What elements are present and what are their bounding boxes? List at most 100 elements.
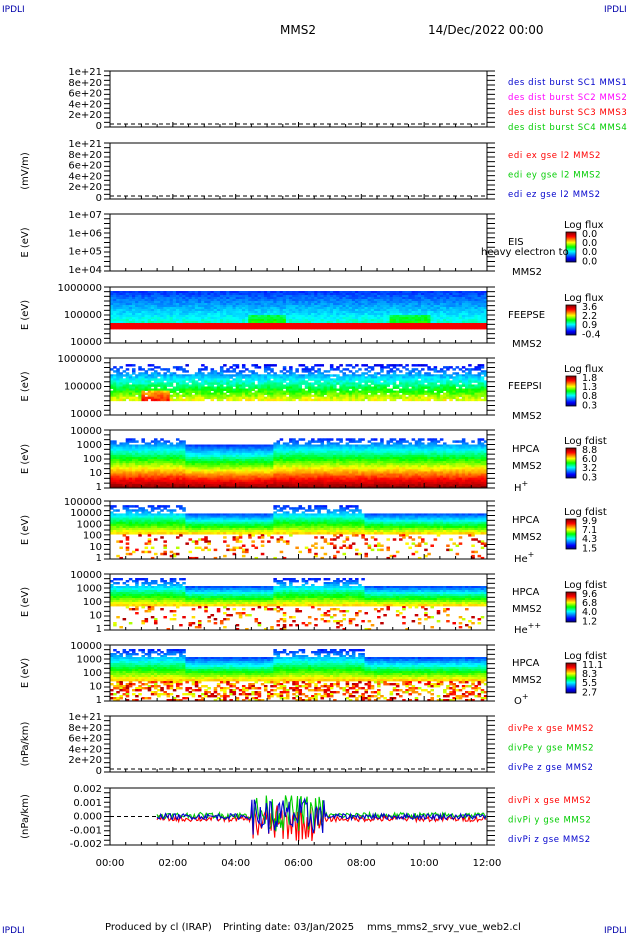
heat-cell <box>232 388 237 391</box>
heat-cell <box>314 364 318 367</box>
heat-cell <box>188 450 193 454</box>
heat-cell <box>128 380 133 383</box>
heat-cell <box>241 315 246 318</box>
heat-cell <box>471 374 475 377</box>
heat-cell <box>235 323 240 326</box>
heat-cell <box>175 471 180 474</box>
y-tick-label: 1e+21 <box>68 139 102 150</box>
heat-cell <box>326 396 331 400</box>
heat-cell <box>241 384 246 387</box>
heat-cell <box>399 321 403 324</box>
heat-cell <box>443 398 447 402</box>
heat-cell <box>279 382 284 385</box>
heat-cell <box>317 291 321 294</box>
heat-cell <box>194 386 199 389</box>
heat-cell <box>163 291 167 294</box>
heat-cell <box>439 388 444 391</box>
heat-cell <box>483 396 488 400</box>
heat-cell <box>150 467 155 470</box>
heat-cell <box>188 471 193 474</box>
colorbar-title: Log flux <box>564 293 604 304</box>
heat-cell <box>386 327 391 330</box>
heat-cell <box>163 382 167 385</box>
heat-cell <box>395 325 400 328</box>
heat-cell <box>216 374 221 377</box>
heat-cell <box>197 471 202 474</box>
heat-cell <box>480 390 485 394</box>
heat-cell <box>169 479 174 483</box>
heat-cell <box>477 307 482 310</box>
heat-cell <box>119 315 123 318</box>
heat-cell <box>188 301 193 304</box>
heat-cell <box>122 450 127 454</box>
heat-cell <box>443 374 447 377</box>
heat-cell <box>232 317 237 320</box>
heat-cell <box>477 317 482 320</box>
heat-cell <box>449 366 453 369</box>
heat-cell <box>241 321 246 324</box>
heat-cell <box>279 376 284 379</box>
heat-cell <box>235 321 240 324</box>
heat-cell <box>160 299 164 302</box>
heat-cell <box>213 394 218 398</box>
heat-cell <box>254 376 259 379</box>
heat-cell <box>125 327 130 330</box>
heat-cell <box>355 323 359 326</box>
heat-cell <box>191 465 196 468</box>
heat-cell <box>131 305 136 308</box>
heat-cell <box>119 463 123 466</box>
heat-cell <box>480 378 485 381</box>
heat-cell <box>238 313 243 316</box>
heat-cell <box>329 307 334 310</box>
heat-cell <box>383 325 387 328</box>
heat-cell <box>298 295 303 298</box>
heat-cell <box>182 469 186 472</box>
heat-cell <box>292 301 296 304</box>
heat-cell <box>191 305 196 308</box>
heat-cell <box>135 384 139 387</box>
heat-cell <box>144 465 149 468</box>
heat-cell <box>414 378 419 381</box>
heat-cell <box>461 319 466 322</box>
heat-cell <box>182 465 186 468</box>
heat-cell <box>449 323 453 326</box>
heat-cell <box>270 370 274 373</box>
heat-cell <box>392 297 397 300</box>
heat-cell <box>153 452 158 456</box>
heat-cell <box>257 317 262 320</box>
heat-cell <box>468 394 472 398</box>
heat-cell <box>279 313 284 316</box>
heat-cell <box>197 448 202 452</box>
heat-cell <box>153 394 158 398</box>
heat-cell <box>364 325 369 328</box>
heat-cell <box>386 305 391 308</box>
heat-cell <box>110 317 114 320</box>
heat-cell <box>370 374 375 377</box>
heat-cell <box>191 477 196 481</box>
heat-cell <box>468 301 472 304</box>
heat-cell <box>483 321 488 324</box>
heat-cell <box>135 321 139 324</box>
heat-cell <box>110 319 114 322</box>
heat-cell <box>119 317 123 320</box>
heat-cell <box>175 398 180 402</box>
heat-cell <box>163 368 167 371</box>
heat-cell <box>235 305 240 308</box>
heat-cell <box>405 299 409 302</box>
heat-cell <box>248 380 252 383</box>
heat-cell <box>116 376 120 379</box>
heat-cell <box>185 309 189 312</box>
heat-cell <box>138 465 142 468</box>
heat-cell <box>433 327 438 330</box>
heat-cell <box>370 293 375 296</box>
heat-cell <box>116 394 120 398</box>
heat-cell <box>138 378 142 381</box>
heat-cell <box>188 461 193 464</box>
heat-cell <box>201 450 205 454</box>
heat-cell <box>267 368 271 371</box>
heat-cell <box>131 323 136 326</box>
heat-cell <box>210 382 215 385</box>
heat-cell <box>358 382 362 385</box>
heat-cell <box>166 384 171 387</box>
heat-cell <box>392 378 397 381</box>
